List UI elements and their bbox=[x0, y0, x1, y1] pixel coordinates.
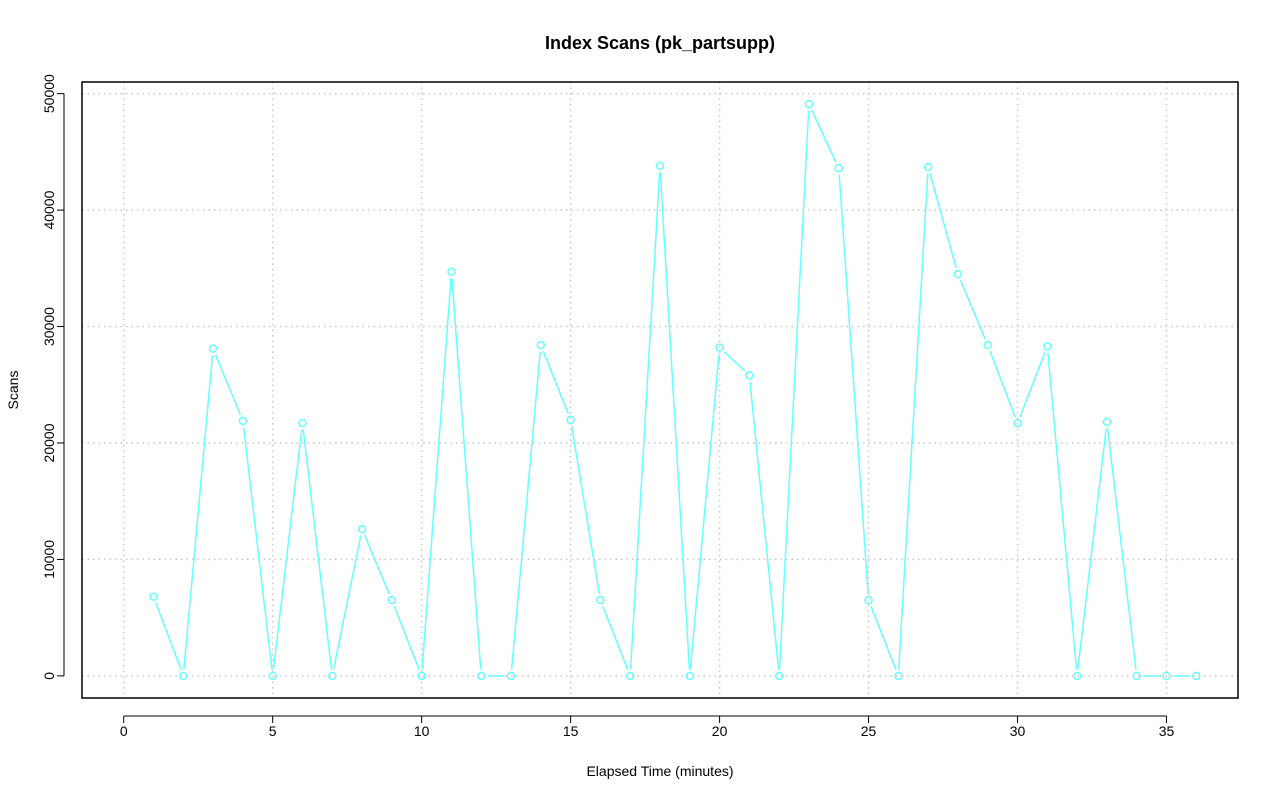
series-line-segment bbox=[363, 534, 391, 595]
data-point bbox=[983, 340, 992, 350]
y-tick-label: 40000 bbox=[41, 190, 57, 229]
series bbox=[149, 99, 1201, 681]
series-line-segment bbox=[870, 605, 897, 671]
series-line-segment bbox=[749, 381, 780, 670]
y-tick-label: 10000 bbox=[41, 540, 57, 579]
data-point bbox=[536, 340, 546, 350]
series-line-segment bbox=[929, 173, 957, 269]
data-point bbox=[685, 671, 695, 681]
series-line-segment bbox=[811, 109, 837, 163]
series-line-segment bbox=[989, 350, 1016, 418]
y-tick-label: 50000 bbox=[41, 74, 57, 113]
series-line-segment bbox=[451, 278, 482, 670]
data-point bbox=[894, 671, 903, 681]
data-point bbox=[923, 162, 933, 172]
data-point bbox=[655, 161, 665, 171]
series-line-segment bbox=[602, 605, 629, 671]
series-line-segment bbox=[838, 174, 869, 594]
data-point bbox=[1102, 417, 1112, 427]
series-line-segment bbox=[272, 429, 303, 670]
x-tick-label: 30 bbox=[1010, 723, 1026, 739]
data-point bbox=[1043, 342, 1052, 351]
data-point bbox=[149, 592, 158, 601]
series-line-segment bbox=[332, 535, 362, 670]
series-line-segment bbox=[1077, 428, 1107, 670]
series-line-segment bbox=[959, 279, 986, 340]
data-point bbox=[625, 671, 635, 681]
data-point bbox=[834, 163, 844, 173]
series-line-segment bbox=[542, 350, 569, 414]
data-point bbox=[238, 416, 248, 426]
data-point bbox=[298, 418, 307, 428]
data-point bbox=[804, 99, 814, 109]
series-line-segment bbox=[689, 353, 720, 670]
series-line-segment bbox=[1106, 428, 1137, 670]
plot-frame bbox=[81, 81, 1239, 699]
series-line-segment bbox=[155, 602, 182, 671]
x-tick-label: 25 bbox=[861, 723, 877, 739]
x-tick-label: 15 bbox=[563, 723, 579, 739]
y-tick-label: 20000 bbox=[41, 423, 57, 462]
x-tick-label: 10 bbox=[414, 723, 430, 739]
data-point bbox=[566, 415, 575, 424]
grid bbox=[82, 82, 1238, 698]
series-line-segment bbox=[510, 351, 541, 670]
data-point bbox=[357, 524, 367, 534]
series-line-segment bbox=[214, 354, 242, 416]
data-point bbox=[864, 595, 873, 605]
data-point bbox=[328, 671, 337, 681]
x-tick-label: 20 bbox=[712, 723, 728, 739]
x-axis-label: Elapsed Time (minutes) bbox=[586, 763, 733, 779]
data-point bbox=[1072, 671, 1082, 681]
data-point bbox=[953, 269, 963, 279]
axes: 0 5 10 15 20 25 30 35 0 10000 20000 30000 40000 50000 bbox=[41, 74, 1174, 739]
data-point bbox=[774, 671, 784, 681]
data-point bbox=[1132, 671, 1141, 681]
data-point bbox=[745, 371, 754, 380]
series-line-segment bbox=[421, 278, 452, 670]
series-line-segment bbox=[570, 425, 601, 594]
data-point bbox=[447, 267, 456, 277]
series-line-segment bbox=[183, 355, 214, 670]
y-tick-label: 30000 bbox=[41, 307, 57, 346]
x-tick-label: 35 bbox=[1159, 723, 1175, 739]
series-line-segment bbox=[1019, 352, 1046, 418]
chart-title: Index Scans (pk_partsupp) bbox=[545, 33, 775, 53]
data-point bbox=[417, 671, 426, 681]
data-point bbox=[208, 344, 218, 353]
series-line-segment bbox=[778, 110, 810, 670]
y-axis-label: Scans bbox=[5, 371, 21, 410]
data-point bbox=[1192, 671, 1201, 681]
x-tick-label: 5 bbox=[269, 723, 277, 739]
data-point bbox=[387, 595, 397, 605]
series-line-segment bbox=[242, 427, 273, 670]
y-tick-label: 0 bbox=[41, 672, 57, 680]
series-line-segment bbox=[302, 429, 333, 670]
data-point bbox=[179, 671, 188, 681]
data-point bbox=[1013, 418, 1022, 428]
data-point bbox=[715, 343, 724, 352]
x-tick-label: 0 bbox=[120, 723, 128, 739]
series-line-segment bbox=[393, 605, 420, 671]
series-line-segment bbox=[723, 351, 746, 372]
data-point bbox=[476, 671, 486, 681]
data-point bbox=[268, 671, 277, 681]
data-point bbox=[596, 595, 605, 605]
series-line-segment bbox=[659, 172, 691, 670]
series-line-segment bbox=[897, 173, 929, 670]
data-point bbox=[1162, 671, 1171, 681]
data-point bbox=[506, 671, 516, 681]
series-line-segment bbox=[629, 172, 661, 670]
series-line-segment bbox=[1047, 352, 1078, 670]
